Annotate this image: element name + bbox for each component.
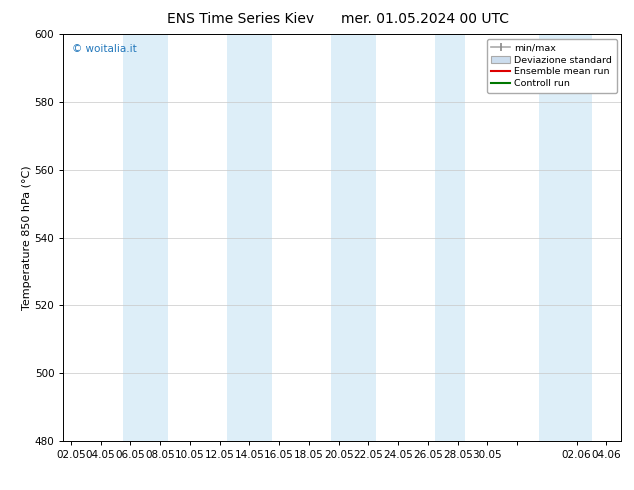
Text: ENS Time Series Kiev: ENS Time Series Kiev (167, 12, 314, 26)
Text: © woitalia.it: © woitalia.it (72, 45, 136, 54)
Bar (227, 34, 272, 441)
Bar (331, 34, 376, 441)
Text: mer. 01.05.2024 00 UTC: mer. 01.05.2024 00 UTC (341, 12, 508, 26)
Bar (123, 34, 167, 441)
Bar (540, 34, 592, 441)
Y-axis label: Temperature 850 hPa (°C): Temperature 850 hPa (°C) (22, 165, 32, 310)
Bar (436, 34, 465, 441)
Legend: min/max, Deviazione standard, Ensemble mean run, Controll run: min/max, Deviazione standard, Ensemble m… (487, 39, 617, 93)
